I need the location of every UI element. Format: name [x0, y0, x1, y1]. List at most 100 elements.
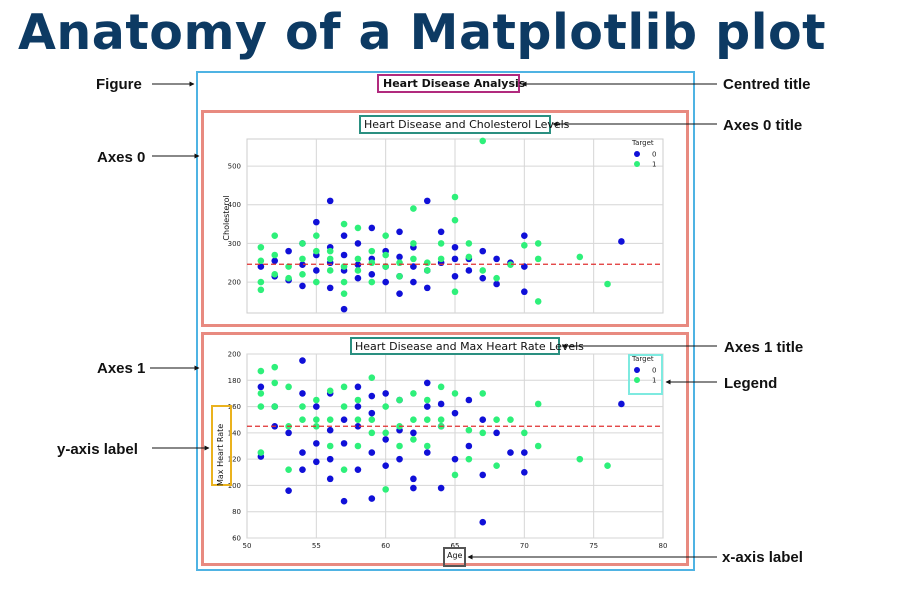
axes-0-point-target-1 [534, 255, 542, 263]
axes-0-point-target-1 [479, 137, 487, 145]
axes-1-point-target-0 [368, 495, 376, 502]
axes-0-plot: 200 300 400 500 Target 0 1 [228, 137, 664, 314]
axes-1-point-target-1 [271, 379, 279, 387]
axes-0-point-target-1 [410, 240, 417, 247]
axes-0-point-target-0 [340, 251, 348, 259]
annotation-centred-title: Centred title [723, 76, 811, 93]
annotation-axes-1: Axes 1 [97, 360, 146, 377]
axes-1-point-target-0 [326, 455, 334, 463]
axes-1-point-target-1 [340, 403, 348, 410]
axes-1-point-target-1 [437, 416, 445, 424]
axes-0-legend-label-0: 0 [652, 151, 656, 159]
axes-1-point-target-0 [299, 390, 306, 397]
axes-1-point-target-0 [410, 484, 417, 492]
axes-1-point-target-0 [326, 426, 334, 434]
axes-1-point-target-0 [299, 357, 306, 364]
axes-0-point-target-0 [354, 240, 362, 247]
page-heading: Anatomy of a Matplotlib plot [18, 4, 827, 61]
axes-0-point-target-1 [410, 205, 417, 212]
axes-1-point-target-0 [479, 471, 487, 479]
axes-1-legend-label-0: 0 [652, 367, 656, 375]
axes-1-title: Heart Disease and Max Heart Rate Levels [355, 340, 584, 353]
axes-0-point-target-0 [493, 280, 500, 288]
axes-0-point-target-0 [299, 261, 306, 268]
axes-1-point-target-0 [285, 487, 292, 494]
axes-0-point-target-0 [451, 255, 459, 263]
axes-0-point-target-1 [271, 232, 279, 239]
axes-1-point-target-1 [257, 449, 265, 456]
axes-1-point-target-0 [285, 429, 292, 437]
axes-1-point-target-1 [534, 442, 542, 450]
axes-1-point-target-1 [410, 416, 417, 424]
axes-0-point-target-0 [521, 263, 528, 270]
annotation-axes-0-title: Axes 0 title [723, 117, 803, 134]
axes-1-legend-label-1: 1 [652, 377, 656, 385]
axes-1-x-tick-label: 50 [243, 542, 252, 550]
axes-0-point-target-1 [368, 247, 376, 255]
axes-1-point-target-0 [368, 392, 376, 400]
axes-1-point-target-1 [521, 429, 528, 437]
axes-1-point-target-1 [257, 403, 265, 410]
axes-0-point-target-1 [313, 232, 320, 239]
axes-0-point-target-1 [465, 240, 473, 247]
axes-0-point-target-1 [604, 280, 611, 288]
axes-1-title-outline [350, 337, 560, 355]
axes-1-y-tick-label: 100 [228, 482, 241, 490]
axes-1-point-target-1 [423, 442, 431, 450]
axes-1-point-target-0 [257, 383, 265, 391]
axes-1-y-tick-label: 140 [228, 429, 241, 437]
axes-0-point-target-0 [382, 278, 389, 286]
axes-1-point-target-1 [354, 442, 362, 450]
axes-0-y-tick-label: 200 [228, 279, 241, 287]
axes-0-point-target-1 [340, 220, 348, 228]
axes-0-point-target-0 [271, 257, 279, 265]
axes-0-legend-marker-1 [634, 161, 640, 167]
axes-0-point-target-1 [410, 255, 417, 263]
axes-0-point-target-1 [423, 267, 431, 274]
axes-0-point-target-1 [257, 257, 265, 265]
axes-1-point-target-1 [479, 390, 487, 397]
axes-1-point-target-1 [285, 466, 292, 473]
axes-1-point-target-1 [493, 462, 500, 470]
axes-0-point-target-1 [340, 263, 348, 270]
axes-1-x-tick-label: 60 [381, 542, 390, 550]
axes-1-point-target-1 [313, 396, 320, 404]
axes-1-point-target-0 [326, 475, 334, 483]
axes-0-y-tick-label: 300 [228, 240, 241, 248]
axes-1-point-target-1 [354, 416, 362, 424]
axes-0-legend-marker-0 [634, 151, 640, 157]
axes-1-point-target-1 [423, 396, 431, 404]
axes-0-point-target-1 [340, 278, 348, 286]
axes-1-point-target-0 [479, 518, 487, 526]
axes-1-point-target-0 [465, 442, 473, 450]
axes-1-point-target-1 [313, 416, 320, 424]
axes-0-point-target-1 [313, 247, 320, 255]
axes-1-point-target-1 [313, 422, 320, 430]
axes-0-point-target-1 [354, 224, 362, 232]
axes-1-point-target-1 [396, 396, 403, 404]
axes-0-point-target-1 [507, 261, 514, 268]
axes-1-point-target-1 [340, 383, 348, 391]
axes-0-point-target-0 [521, 288, 528, 296]
axes-1-point-target-1 [493, 416, 500, 424]
axes-1-y-axis-label: Max Heart Rate [216, 423, 225, 486]
axes-1-y-tick-label: 200 [228, 351, 241, 359]
axes-0-point-target-1 [451, 216, 459, 224]
axes-1-point-target-0 [382, 436, 389, 443]
x-axis-label-outline [443, 547, 466, 567]
axes-0-point-target-1 [340, 290, 348, 297]
axes-0-point-target-1 [576, 253, 584, 261]
axes-0-point-target-0 [326, 197, 334, 205]
axes-1-x-tick-label: 70 [520, 542, 529, 550]
axes-1-point-target-1 [382, 429, 389, 437]
annotation-axes-0: Axes 0 [97, 149, 146, 166]
axes-1-point-target-1 [354, 396, 362, 404]
axes-1-point-target-0 [340, 497, 348, 505]
axes-1-point-target-1 [451, 471, 459, 479]
axes-1-point-target-1 [437, 383, 445, 391]
axes-1-point-target-1 [368, 374, 376, 381]
axes-0-point-target-1 [465, 253, 473, 261]
axes-1-x-tick-label: 75 [589, 542, 598, 550]
axes-1-point-target-1 [410, 436, 417, 443]
